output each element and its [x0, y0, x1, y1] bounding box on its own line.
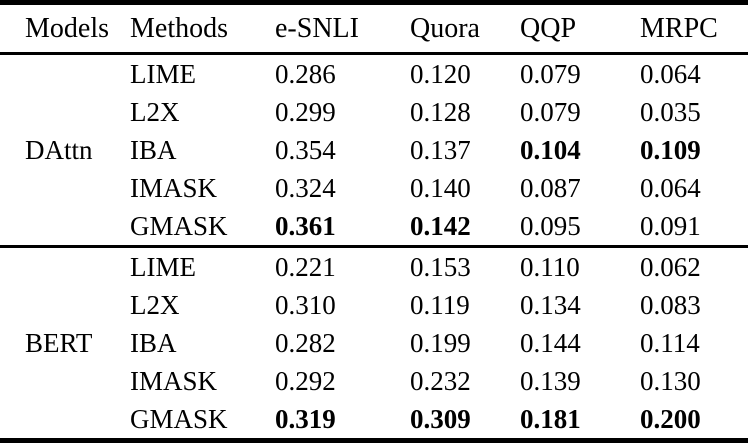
value-cell: 0.110	[520, 251, 580, 282]
value-cell: 0.062	[640, 251, 701, 282]
table-row: IBA 0.354 0.137 0.104 0.109	[0, 131, 748, 169]
value-cell-best: 0.142	[410, 210, 471, 241]
value-cell: 0.292	[275, 365, 336, 396]
model-label-dattn: DAttn	[25, 134, 93, 165]
value-cell-best: 0.181	[520, 403, 581, 434]
value-cell: 0.282	[275, 327, 336, 358]
value-cell: 0.079	[520, 96, 581, 127]
value-cell: 0.232	[410, 365, 471, 396]
value-cell: 0.299	[275, 96, 336, 127]
value-cell: 0.130	[640, 365, 701, 396]
table-row: GMASK 0.361 0.142 0.095 0.091	[0, 207, 748, 247]
table-row: IMASK 0.292 0.232 0.139 0.130	[0, 362, 748, 400]
value-cell: 0.134	[520, 289, 581, 320]
value-cell: 0.035	[640, 96, 701, 127]
value-cell-best: 0.109	[640, 134, 701, 165]
value-cell: 0.083	[640, 289, 701, 320]
table-row: IMASK 0.324 0.140 0.087 0.064	[0, 169, 748, 207]
value-cell: 0.137	[410, 134, 471, 165]
value-cell: 0.095	[520, 210, 581, 241]
method-cell: GMASK	[130, 210, 228, 241]
table-header: Models Methods e-SNLI Quora QQP MRPC	[0, 3, 748, 54]
value-cell: 0.153	[410, 251, 471, 282]
header-models: Models	[25, 12, 109, 44]
value-cell-best: 0.319	[275, 403, 336, 434]
value-cell-best: 0.104	[520, 134, 581, 165]
header-quora: Quora	[410, 12, 480, 44]
group-dattn: DAttn LIME 0.286 0.120 0.079 0.064 L2X 0…	[0, 54, 748, 247]
value-cell: 0.091	[640, 210, 701, 241]
value-cell: 0.354	[275, 134, 336, 165]
table-row: L2X 0.299 0.128 0.079 0.035	[0, 93, 748, 131]
header-row: Models Methods e-SNLI Quora QQP MRPC	[0, 3, 748, 54]
value-cell: 0.120	[410, 58, 471, 89]
value-cell-best: 0.361	[275, 210, 336, 241]
value-cell: 0.128	[410, 96, 471, 127]
value-cell: 0.310	[275, 289, 336, 320]
value-cell: 0.064	[640, 58, 701, 89]
value-cell: 0.324	[275, 172, 336, 203]
value-cell: 0.087	[520, 172, 581, 203]
value-cell: 0.199	[410, 327, 471, 358]
header-esnli: e-SNLI	[275, 12, 359, 44]
method-cell: IBA	[130, 327, 177, 358]
method-cell: LIME	[130, 251, 196, 282]
group-bert: BERT LIME 0.221 0.153 0.110 0.062 L2X 0.…	[0, 247, 748, 441]
value-cell-best: 0.309	[410, 403, 471, 434]
header-methods: Methods	[130, 12, 228, 44]
value-cell: 0.221	[275, 251, 336, 282]
method-cell: IMASK	[130, 365, 218, 396]
value-cell-best: 0.200	[640, 403, 701, 434]
method-cell: L2X	[130, 289, 180, 320]
method-cell: L2X	[130, 96, 180, 127]
table-row: BERT LIME 0.221 0.153 0.110 0.062	[0, 247, 748, 356]
method-cell: GMASK	[130, 403, 228, 434]
method-cell: IMASK	[130, 172, 218, 203]
header-mrpc: MRPC	[640, 12, 718, 44]
method-cell: IBA	[130, 134, 177, 165]
value-cell: 0.119	[410, 289, 470, 320]
value-cell: 0.064	[640, 172, 701, 203]
value-cell: 0.139	[520, 365, 581, 396]
method-cell: LIME	[130, 58, 196, 89]
table-row: IBA 0.282 0.199 0.144 0.114	[0, 324, 748, 362]
value-cell: 0.286	[275, 58, 336, 89]
value-cell: 0.079	[520, 58, 581, 89]
table-row: DAttn LIME 0.286 0.120 0.079 0.064	[0, 54, 748, 163]
header-qqp: QQP	[520, 12, 577, 44]
table-row: L2X 0.310 0.119 0.134 0.083	[0, 286, 748, 324]
value-cell: 0.114	[640, 327, 700, 358]
table-row: GMASK 0.319 0.309 0.181 0.200	[0, 400, 748, 441]
model-label-bert: BERT	[25, 327, 93, 358]
value-cell: 0.140	[410, 172, 471, 203]
value-cell: 0.144	[520, 327, 581, 358]
